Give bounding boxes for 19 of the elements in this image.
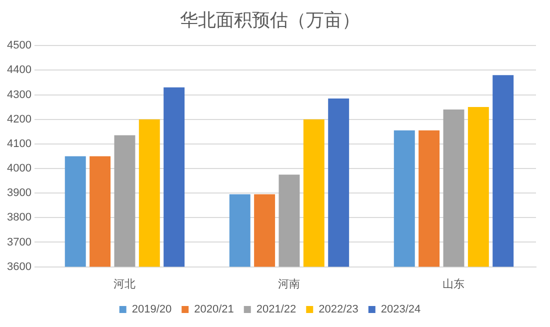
x-tick-label: 山东 [442,277,465,290]
legend-label: 2019/20 [132,304,172,316]
legend-label: 2022/23 [318,304,358,316]
legend-label: 2020/21 [194,304,234,316]
x-tick-label: 河南 [278,277,300,290]
y-tick-label: 4300 [6,88,32,101]
y-tick-label: 3600 [6,260,32,273]
y-tick-label: 3900 [6,187,32,200]
y-tick-label: 3700 [6,236,32,248]
y-tick-label: 4100 [6,138,32,150]
y-tick-label: 4500 [6,40,32,52]
y-tick-label: 4000 [6,162,32,175]
y-tick-label: 4200 [6,113,32,126]
legend-label: 2021/22 [256,304,296,316]
x-tick-label: 河北 [114,277,136,290]
y-tick-label: 4400 [6,64,32,76]
chart-title: 华北面积预估（万亩） [180,10,360,30]
legend-label: 2023/24 [380,304,421,316]
y-tick-label: 3800 [6,212,32,224]
